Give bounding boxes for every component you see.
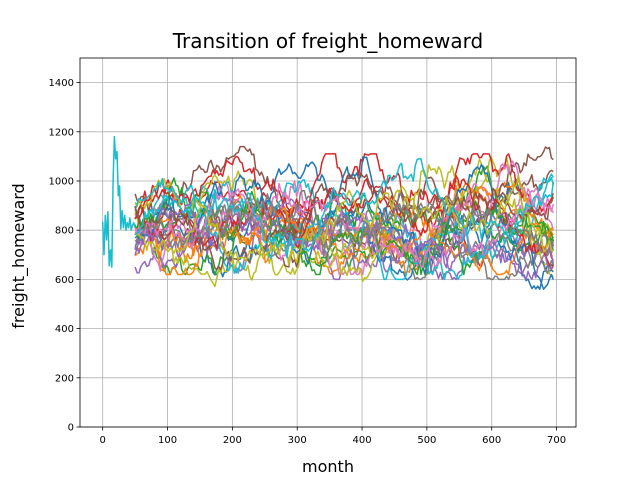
x-tick-label: 100 <box>158 435 177 446</box>
y-tick-label: 0 <box>68 423 74 434</box>
y-axis-label: freight_homeward <box>9 183 29 328</box>
x-tick-label: 300 <box>288 435 307 446</box>
y-tick-label: 800 <box>55 226 74 237</box>
series-line <box>134 203 554 281</box>
y-tick-label: 1200 <box>49 127 74 138</box>
x-tick-label: 400 <box>352 435 371 446</box>
x-tick-label: 500 <box>417 435 436 446</box>
series-line <box>134 185 554 270</box>
series-line <box>134 153 555 236</box>
x-axis-ticks: 0 100 200 300 400 500 600 700 <box>100 427 566 446</box>
series-line-common-prefix <box>101 135 136 268</box>
y-tick-label: 600 <box>55 275 74 286</box>
x-tick-label: 700 <box>547 435 566 446</box>
y-tick-label: 400 <box>55 324 74 335</box>
x-axis-label: month <box>302 457 354 476</box>
y-axis-ticks: 0 200 400 600 800 1000 1200 1400 <box>49 78 80 434</box>
series-line <box>134 172 555 271</box>
series-line <box>134 155 554 288</box>
chart-title: Transition of freight_homeward <box>172 29 484 53</box>
y-tick-label: 200 <box>55 373 74 384</box>
x-tick-label: 600 <box>482 435 501 446</box>
x-tick-label: 200 <box>223 435 242 446</box>
series-line <box>134 190 555 258</box>
series-line <box>134 158 555 260</box>
series-line <box>134 165 555 276</box>
y-tick-label: 1000 <box>49 177 74 188</box>
series-line <box>134 145 554 263</box>
axes-frame <box>79 57 577 428</box>
y-tick-label: 1400 <box>49 78 74 89</box>
x-tick-label: 0 <box>100 435 106 446</box>
series-group <box>101 135 555 290</box>
